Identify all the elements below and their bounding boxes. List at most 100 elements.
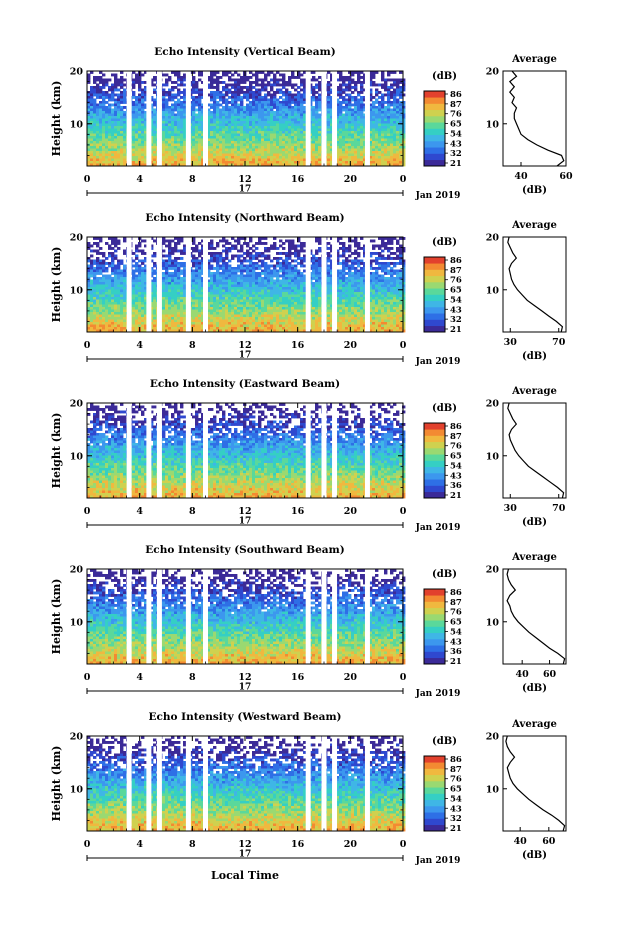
heatmap-cell xyxy=(162,126,165,129)
heatmap-cell xyxy=(162,159,165,162)
heatmap-cell xyxy=(267,99,270,102)
heatmap-cell xyxy=(225,129,228,132)
heatmap-cell xyxy=(270,134,273,137)
heatmap-cell xyxy=(180,287,183,290)
heatmap-cell xyxy=(168,106,171,109)
heatmap-cell xyxy=(132,315,135,318)
heatmap-cell xyxy=(255,159,258,162)
heatmap-cell xyxy=(162,307,165,310)
heatmap-cell xyxy=(312,129,315,132)
heatmap-cell xyxy=(120,151,123,154)
heatmap-cell xyxy=(294,161,297,164)
heatmap-cell xyxy=(210,136,213,139)
heatmap-cell xyxy=(291,101,294,104)
heatmap-cell xyxy=(210,146,213,149)
heatmap-cell xyxy=(384,129,387,132)
heatmap-cell xyxy=(111,136,114,139)
heatmap-cell xyxy=(255,156,258,159)
heatmap-cell xyxy=(102,144,105,147)
heatmap-cell xyxy=(243,154,246,157)
heatmap-cell xyxy=(120,144,123,147)
heatmap-cell xyxy=(162,96,165,99)
heatmap-cell xyxy=(339,134,342,137)
heatmap-cell xyxy=(195,260,198,263)
heatmap-cell xyxy=(396,104,399,107)
heatmap-cell xyxy=(393,134,396,137)
heatmap-cell xyxy=(375,144,378,147)
heatmap-cell xyxy=(390,129,393,132)
heatmap-cell xyxy=(300,141,303,144)
heatmap-cell xyxy=(87,114,90,117)
heatmap-cell xyxy=(222,159,225,162)
heatmap-cell xyxy=(90,280,93,283)
heatmap-cell xyxy=(243,114,246,117)
heatmap-cell xyxy=(165,144,168,147)
heatmap-cell xyxy=(270,89,273,92)
heatmap-cell xyxy=(261,131,264,134)
heatmap-cell xyxy=(279,89,282,92)
heatmap-cell xyxy=(396,119,399,122)
heatmap-cell xyxy=(90,154,93,157)
heatmap-cell xyxy=(90,302,93,305)
heatmap-cell xyxy=(90,99,93,102)
heatmap-cell xyxy=(105,290,108,293)
heatmap-cell xyxy=(216,76,219,79)
heatmap-cell xyxy=(177,129,180,132)
heatmap-cell xyxy=(117,114,120,117)
heatmap-cell xyxy=(90,109,93,112)
heatmap-cell xyxy=(198,136,201,139)
heatmap-cell xyxy=(312,106,315,109)
heatmap-cell xyxy=(339,96,342,99)
heatmap-cell xyxy=(132,320,135,323)
heatmap-cell xyxy=(246,121,249,124)
heatmap-cell xyxy=(237,89,240,92)
heatmap-cell xyxy=(399,94,402,97)
heatmap-cell xyxy=(135,81,138,84)
heatmap-cell xyxy=(300,144,303,147)
heatmap-cell xyxy=(255,96,258,99)
heatmap-cell xyxy=(102,116,105,119)
heatmap-cell xyxy=(87,109,90,112)
heatmap-cell xyxy=(93,121,96,124)
heatmap-cell xyxy=(168,119,171,122)
heatmap-cell xyxy=(90,91,93,94)
heatmap-cell xyxy=(192,144,195,147)
heatmap-cell xyxy=(255,99,258,102)
heatmap-cell xyxy=(216,159,219,162)
heatmap-cell xyxy=(282,154,285,157)
heatmap-cell xyxy=(141,134,144,137)
heatmap-cell xyxy=(237,129,240,132)
heatmap-cell xyxy=(120,297,123,300)
heatmap-cell xyxy=(180,282,183,285)
heatmap-cell xyxy=(318,154,321,157)
heatmap-cell xyxy=(195,96,198,99)
colorbar-tick-label: 54 xyxy=(450,129,462,139)
heatmap-cell xyxy=(117,96,120,99)
heatmap-cell xyxy=(135,154,138,157)
heatmap-cell xyxy=(132,317,135,320)
heatmap-cell xyxy=(102,287,105,290)
heatmap-cell xyxy=(174,310,177,313)
heatmap-cell xyxy=(135,74,138,77)
heatmap-cell xyxy=(315,114,318,117)
heatmap-cell xyxy=(375,146,378,149)
heatmap-cell xyxy=(270,151,273,154)
heatmap-cell xyxy=(297,124,300,127)
heatmap-cell xyxy=(99,320,102,323)
heatmap-cell xyxy=(282,146,285,149)
heatmap-cell xyxy=(222,126,225,129)
heatmap-cell xyxy=(195,300,198,303)
heatmap-cell xyxy=(390,86,393,89)
heatmap-cell xyxy=(225,104,228,107)
heatmap-cell xyxy=(102,129,105,132)
heatmap-cell xyxy=(117,151,120,154)
heatmap-cell xyxy=(261,104,264,107)
heatmap-cell xyxy=(267,124,270,127)
heatmap-cell xyxy=(315,139,318,142)
heatmap-cell xyxy=(342,109,345,112)
heatmap-cell xyxy=(174,292,177,295)
heatmap-cell xyxy=(276,154,279,157)
heatmap-cell xyxy=(399,104,402,107)
heatmap-cell xyxy=(96,154,99,157)
heatmap-cell xyxy=(198,282,201,285)
